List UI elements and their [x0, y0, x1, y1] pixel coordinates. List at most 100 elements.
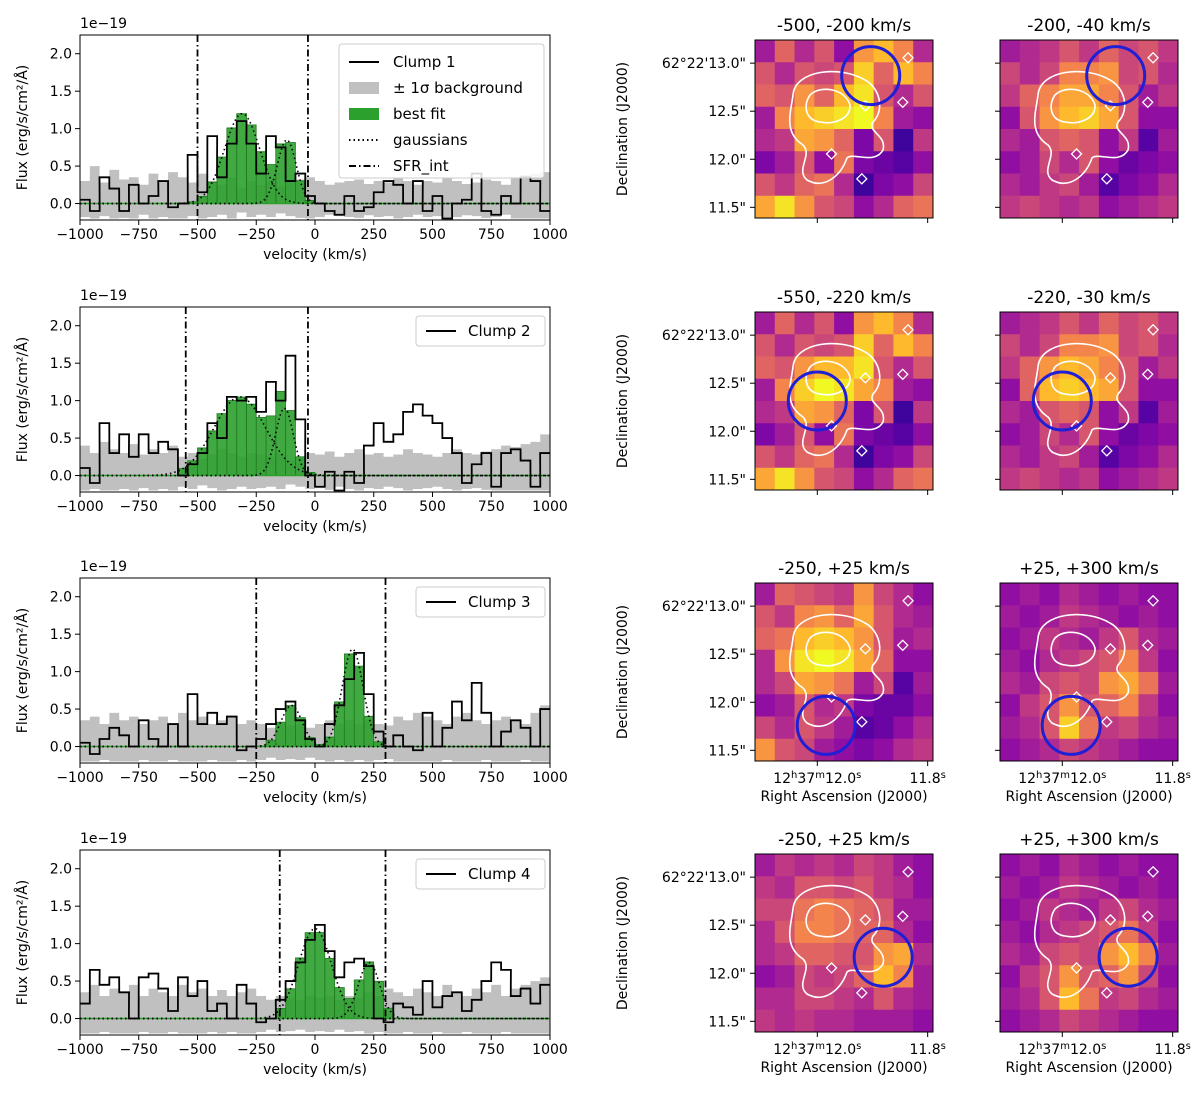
- map-pixel: [814, 854, 835, 877]
- map-contour: [788, 884, 885, 998]
- map-pixel: [1158, 605, 1179, 628]
- map-pixel: [755, 1009, 776, 1033]
- map-pixel: [1000, 129, 1021, 152]
- map-pixel: [893, 987, 914, 1011]
- map-pixel: [755, 40, 776, 63]
- map-marker: [825, 148, 838, 160]
- map-pixel: [1158, 151, 1179, 174]
- map-marker: [1100, 444, 1113, 457]
- map-pixel: [1059, 716, 1080, 740]
- map-pixel: [1158, 173, 1179, 197]
- ra-tick-label: 11.8s: [909, 1041, 945, 1059]
- dec-tick-label: 62°22'13.0": [662, 328, 746, 344]
- map-pixel: [853, 898, 875, 922]
- map-pixel: [1039, 40, 1060, 63]
- map-pixel: [794, 627, 815, 651]
- map-pixel: [1000, 920, 1021, 944]
- map-pixel: [893, 129, 914, 152]
- map-pixel: [834, 943, 855, 966]
- y-tick-label: 0.5: [50, 702, 72, 718]
- map-pixel: [913, 445, 934, 469]
- map-pixel: [1118, 312, 1139, 335]
- map-pixel: [893, 312, 914, 335]
- map-pixel: [834, 173, 855, 197]
- map-contour: [805, 88, 851, 124]
- dec-tick-label: 12.0": [708, 695, 746, 711]
- map-pixel: [1019, 334, 1041, 357]
- map-pixel: [1158, 876, 1179, 899]
- map-pixel: [853, 738, 875, 762]
- dec-tick-label: 12.0": [708, 424, 746, 440]
- map-pixel: [814, 195, 835, 219]
- observed-spectrum: [80, 120, 550, 220]
- map-pixel: [1019, 943, 1041, 966]
- dec-tick-label: 11.5": [708, 200, 746, 216]
- map-pixel: [814, 62, 835, 85]
- map-pixel: [1000, 876, 1021, 899]
- map-contour: [788, 70, 885, 184]
- map-pixel: [1000, 173, 1021, 197]
- map-pixel: [1019, 195, 1041, 219]
- map-pixel: [1059, 334, 1080, 357]
- map-pixel: [873, 334, 894, 357]
- map-pixel: [1138, 467, 1159, 491]
- map-pixel: [755, 106, 776, 130]
- map-pixel: [814, 605, 835, 628]
- map-pixel: [913, 672, 934, 695]
- map-pixel: [1118, 1009, 1139, 1033]
- map-pixel: [794, 129, 815, 152]
- map-pixel: [834, 445, 855, 469]
- map-pixel: [1138, 401, 1159, 424]
- map-marker: [1070, 148, 1083, 160]
- map-pixel: [834, 467, 855, 491]
- map-marker: [902, 594, 914, 607]
- map-pixel: [853, 195, 875, 219]
- map-pixel: [755, 312, 776, 335]
- x-tick-label: −500: [178, 1042, 216, 1058]
- map-pixel: [853, 356, 875, 380]
- map-pixel: [1158, 334, 1179, 357]
- map-pixel: [853, 627, 875, 651]
- map-pixel: [913, 694, 934, 717]
- map-pixel: [1019, 129, 1041, 152]
- map-pixel: [1039, 401, 1060, 424]
- map-x-axis-label: Right Ascension (J2000): [1005, 789, 1172, 805]
- map-marker: [855, 444, 868, 457]
- map-title: +25, +300 km/s: [1019, 830, 1159, 850]
- x-axis-label: velocity (km/s): [263, 790, 367, 806]
- legend-label: Clump 3: [468, 593, 531, 611]
- map-pixel: [755, 649, 776, 673]
- dec-tick-label: 12.5": [708, 104, 746, 120]
- map-pixel: [1019, 854, 1041, 877]
- map-pixel: [755, 605, 776, 628]
- x-tick-label: 250: [360, 499, 387, 515]
- map-pixel: [794, 854, 815, 877]
- map-pixel: [1059, 854, 1080, 877]
- map-pixel: [755, 943, 776, 966]
- map-pixel: [1098, 605, 1120, 628]
- map-pixel: [1000, 334, 1021, 357]
- map-pixel: [794, 106, 815, 130]
- map-pixel: [1138, 40, 1159, 63]
- map-pixel: [1019, 62, 1041, 85]
- map-pixel: [1079, 195, 1100, 219]
- legend-box: [415, 586, 546, 618]
- map-pixel: [1019, 605, 1041, 628]
- map-pixel: [1000, 605, 1021, 628]
- offset-multiplier: 1e−19: [80, 288, 127, 304]
- x-tick-label: 0: [311, 499, 320, 515]
- map-pixel: [794, 943, 815, 966]
- map-pixel: [853, 423, 875, 446]
- map-pixel: [1019, 694, 1041, 717]
- map-pixel: [853, 716, 875, 740]
- map-pixel: [814, 151, 835, 174]
- map-pixel: [893, 583, 914, 606]
- map-pixel: [1138, 694, 1159, 717]
- map-pixel: [873, 195, 894, 219]
- map-pixel: [1138, 195, 1159, 219]
- x-tick-label: 250: [360, 1042, 387, 1058]
- map-pixel: [1039, 334, 1060, 357]
- x-tick-label: −500: [178, 770, 216, 786]
- x-tick-label: −250: [237, 227, 275, 243]
- map-pixel: [814, 84, 835, 108]
